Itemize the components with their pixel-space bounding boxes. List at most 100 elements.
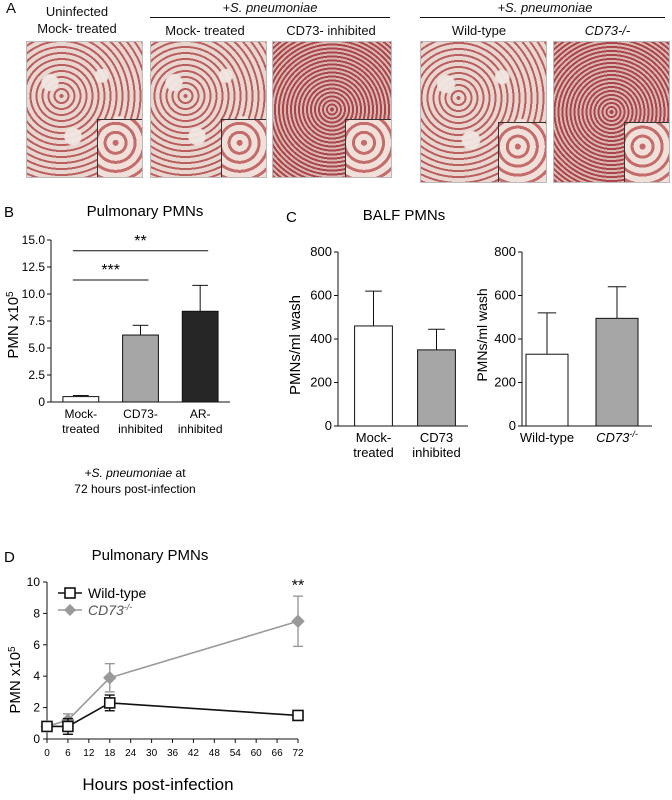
- chart-b-y-tick-label: 5.0: [28, 341, 45, 355]
- chart-b-bar: [62, 396, 100, 403]
- chart-d-point: [103, 671, 117, 685]
- chart-b-y-tick-label: 15.0: [22, 233, 46, 247]
- histology-image-uninfected: [26, 41, 143, 178]
- chart-c2-y-tick-label: 400: [494, 331, 516, 346]
- histology-image-mock-treated: [150, 41, 267, 178]
- chart-d-ylabel: PMN x105: [7, 646, 25, 714]
- chart-c1-bar: [354, 325, 393, 427]
- image-1-label-line2: Mock- treated: [37, 21, 117, 36]
- histology-image-cd73-knockout: [553, 41, 670, 183]
- chart-b-category-label: Mock-: [64, 407, 97, 421]
- chart-b-y-tick-label: 12.5: [22, 260, 46, 274]
- chart-b-category-label-line2: inhibited: [178, 422, 223, 436]
- chart-b-ylabel: PMN x105: [5, 291, 23, 359]
- chart-d-x-tick-label: 36: [167, 748, 179, 759]
- image-5-label: CD73-/-: [584, 23, 631, 38]
- chart-d-y-tick-label: 10: [27, 575, 41, 589]
- chart-d-legend-label: CD73-/-: [88, 602, 132, 618]
- chart-b-y-tick-label: 10.0: [22, 287, 46, 301]
- chart-b-y-tick-label: 2.5: [28, 368, 45, 382]
- image-1-label-line1: Uninfected: [45, 4, 109, 19]
- chart-d-y-tick-label: 8: [33, 606, 40, 620]
- group-1-rule: [150, 17, 390, 18]
- chart-b-category-label-line2: treated: [62, 422, 99, 436]
- chart-d-series-line: [46, 620, 299, 728]
- image-2-label: Mock- treated: [165, 23, 245, 38]
- chart-d-x-tick-label: 60: [251, 748, 263, 759]
- chart-d-y-tick-label: 2: [33, 701, 40, 715]
- chart-d-y-tick-label: 6: [33, 638, 40, 652]
- chart-b-y-tick-label: 0: [38, 395, 45, 409]
- chart-b-significance-label: ***: [101, 262, 120, 279]
- chart-b-bar: [181, 310, 219, 403]
- chart-b-category-label-line2: inhibited: [118, 422, 163, 436]
- chart-d-x-tick-label: 30: [146, 748, 158, 759]
- chart-b-y-tick-label: 7.5: [28, 314, 45, 328]
- chart-d-x-tick-label: 42: [188, 748, 200, 759]
- chart-d-x-tick-label: 48: [209, 748, 221, 759]
- chart-c1-y-tick-label: 0: [325, 418, 332, 433]
- chart-d-xlabel: Hours post-infection: [82, 775, 233, 794]
- chart-d: D Pulmonary PMNs PMN x105 Hours post-inf…: [4, 547, 305, 794]
- chart-d-point: [292, 709, 304, 722]
- chart-d-y-tick-label: 4: [33, 669, 40, 683]
- chart-d-series-line: [47, 702, 299, 728]
- chart-d-legend-marker: [64, 587, 76, 599]
- chart-b-category-label: CD73-: [123, 407, 158, 421]
- chart-d-title: Pulmonary PMNs: [92, 547, 209, 564]
- chart-d-legend-marker: [64, 604, 76, 616]
- chart-d-x-tick-label: 72: [292, 748, 304, 759]
- chart-c2-ylabel: PMNs/ml wash: [474, 288, 490, 381]
- chart-c1-bar: [417, 349, 456, 427]
- histology-inset: [624, 122, 669, 182]
- chart-c2-bar: [525, 353, 569, 427]
- chart-c2-category-label: CD73-/-: [596, 429, 638, 445]
- image-3-label: CD73- inhibited: [286, 23, 376, 38]
- panel-c-letter: C: [286, 209, 297, 226]
- chart-b-bar: [122, 334, 159, 403]
- chart-d-x-tick-label: 12: [83, 748, 95, 759]
- chart-c2-category-label: Wild-type: [520, 430, 574, 445]
- group-1-header: +S. pneumoniae: [222, 0, 318, 15]
- chart-d-point: [103, 697, 116, 709]
- group-2-rule: [420, 17, 665, 18]
- chart-b-title: Pulmonary PMNs: [87, 203, 204, 220]
- chart-c1-ylabel: PMNs/ml wash: [287, 295, 304, 395]
- chart-b-category-label: AR-: [190, 407, 211, 421]
- histology-inset: [497, 122, 546, 182]
- chart-d-point: [291, 614, 305, 628]
- chart-d-legend-label: Wild-type: [88, 585, 147, 601]
- chart-c: C BALF PMNs PMNs/ml wash PMNs/ml wash 0 2…: [286, 207, 652, 460]
- panel-d-letter: D: [4, 549, 15, 566]
- chart-d-x-tick-label: 24: [125, 748, 137, 759]
- chart-c2-bar: [595, 317, 639, 427]
- panel-b-letter: B: [4, 204, 14, 221]
- chart-d-significance-label: **: [292, 578, 304, 595]
- histology-image-cd73-inhibited: [272, 41, 392, 178]
- chart-c2-y-tick-label: 200: [494, 375, 516, 390]
- chart-d-point: [41, 720, 53, 733]
- panel-a-letter: A: [6, 0, 17, 17]
- chart-c1-y-tick-label: 600: [310, 288, 332, 303]
- histology-image-wild-type: [420, 41, 547, 183]
- chart-c1-category-label: Mock-: [356, 430, 391, 445]
- histology-inset: [345, 119, 391, 177]
- chart-c2-y-tick-label: 800: [494, 244, 516, 259]
- histology-inset: [221, 119, 266, 177]
- chart-d-x-tick-label: 66: [272, 748, 284, 759]
- chart-d-x-tick-label: 54: [230, 748, 242, 759]
- chart-d-x-tick-label: 0: [44, 748, 50, 759]
- image-4-label: Wild-type: [451, 23, 507, 38]
- chart-b-xlabel-line1: +S. pneumoniae at: [84, 466, 186, 480]
- chart-c-title: BALF PMNs: [363, 207, 446, 224]
- chart-c2-y-tick-label: 0: [509, 418, 516, 433]
- chart-c1-category-label-line2: treated: [353, 445, 393, 460]
- chart-b-xlabel-line2: 72 hours post-infection: [74, 482, 195, 496]
- histology-inset: [97, 119, 142, 177]
- chart-c1-category-label-line2: inhibited: [412, 445, 460, 460]
- chart-d-x-tick-label: 6: [65, 748, 71, 759]
- chart-b-significance-label: **: [134, 233, 146, 250]
- chart-d-y-tick-label: 0: [33, 732, 40, 746]
- chart-c1-y-tick-label: 800: [310, 244, 332, 259]
- chart-c1-y-tick-label: 400: [310, 331, 332, 346]
